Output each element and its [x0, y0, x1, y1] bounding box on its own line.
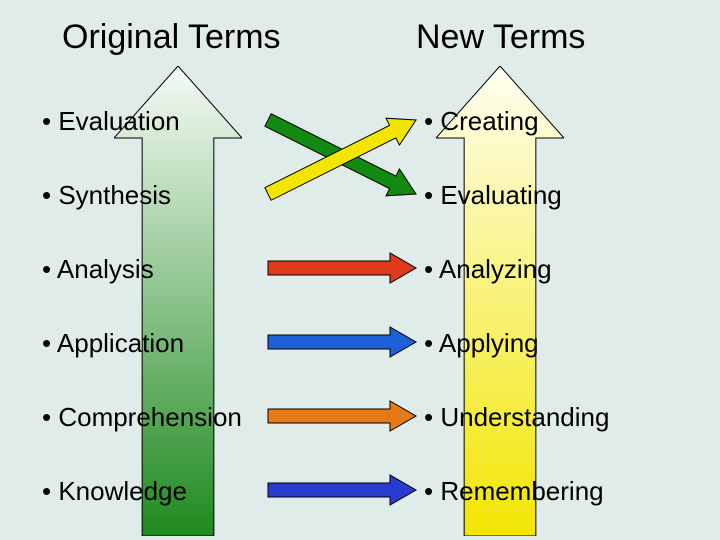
title-original-terms: Original Terms	[62, 18, 281, 57]
left-term-0: • Evaluation	[42, 106, 180, 137]
right-term-0: • Creating	[424, 106, 539, 137]
right-term-2: • Analyzing	[424, 254, 552, 285]
left-term-2: • Analysis	[42, 254, 154, 285]
title-new-terms: New Terms	[416, 18, 585, 57]
left-term-4: • Comprehension	[42, 402, 242, 433]
right-term-1: • Evaluating	[424, 180, 562, 211]
left-term-1: • Synthesis	[42, 180, 171, 211]
right-term-3: • Applying	[424, 328, 539, 359]
left-term-5: • Knowledge	[42, 476, 187, 507]
right-term-4: • Understanding	[424, 402, 609, 433]
left-term-3: • Application	[42, 328, 184, 359]
diagram-stage: Original Terms New Terms • Evaluation • Cre…	[0, 0, 720, 540]
right-term-5: • Remembering	[424, 476, 604, 507]
